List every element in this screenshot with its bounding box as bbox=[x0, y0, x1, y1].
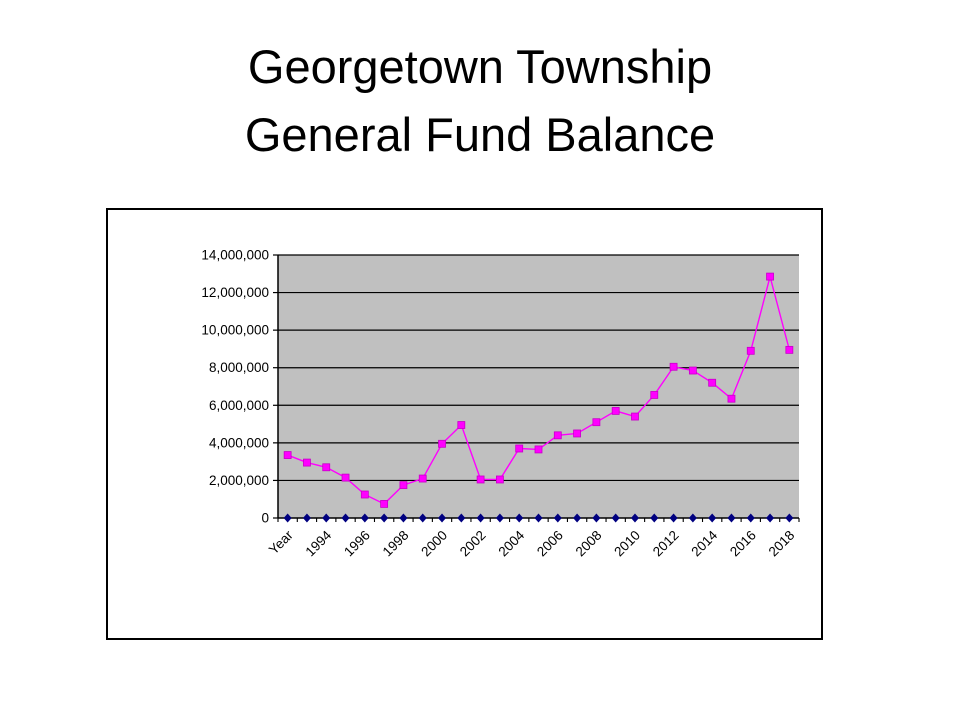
data-point-marker bbox=[746, 346, 755, 355]
data-point-marker bbox=[457, 421, 466, 429]
y-axis-label: 12,000,000 bbox=[201, 285, 269, 300]
data-point-marker bbox=[611, 407, 620, 415]
data-point-marker bbox=[688, 366, 697, 375]
zero-baseline-marker bbox=[727, 513, 736, 523]
x-axis-label: 1998 bbox=[380, 528, 412, 560]
zero-baseline-marker bbox=[515, 513, 524, 523]
data-point-marker bbox=[573, 429, 581, 438]
zero-baseline-marker bbox=[553, 513, 562, 523]
data-point-marker bbox=[708, 378, 717, 387]
x-axis-label: 2004 bbox=[495, 527, 527, 559]
data-point-marker bbox=[496, 475, 504, 484]
zero-baseline-marker bbox=[650, 513, 659, 523]
data-point-marker bbox=[553, 431, 562, 440]
zero-baseline-marker bbox=[688, 513, 697, 523]
data-point-marker bbox=[785, 345, 794, 354]
data-point-marker bbox=[438, 439, 446, 448]
data-point-marker bbox=[360, 490, 369, 499]
data-point-marker bbox=[380, 500, 389, 508]
fund-balance-chart: 0 2,000,000 4,000,000 6,000,000 8,000,000 10,… bbox=[201, 248, 800, 560]
x-axis-label: 2012 bbox=[650, 528, 682, 560]
x-axis-label: 2000 bbox=[418, 528, 450, 560]
zero-baseline-marker bbox=[283, 513, 292, 523]
zero-baseline-marker bbox=[438, 513, 447, 523]
zero-baseline-marker bbox=[592, 513, 601, 523]
data-point-marker bbox=[515, 444, 524, 453]
zero-baseline-marker bbox=[322, 513, 331, 523]
x-axis-label: 2002 bbox=[457, 528, 489, 560]
chart-frame: 0 2,000,000 4,000,000 6,000,000 8,000,000 10,… bbox=[106, 208, 823, 640]
y-axis-label: 4,000,000 bbox=[209, 435, 269, 450]
y-axis-label: 2,000,000 bbox=[209, 473, 269, 488]
slide-title-line2: General Fund Balance bbox=[244, 108, 716, 161]
x-axis-label: 2018 bbox=[766, 528, 798, 560]
data-point-marker bbox=[418, 474, 427, 483]
x-axis-label: 2006 bbox=[534, 528, 566, 560]
zero-baseline-marker bbox=[457, 513, 466, 523]
zero-baseline-marker bbox=[360, 513, 369, 523]
x-axis-label: 1994 bbox=[303, 527, 335, 559]
zero-baseline-marker bbox=[534, 513, 543, 523]
y-axis-label: 8,000,000 bbox=[209, 360, 269, 375]
zero-baseline-marker bbox=[341, 513, 350, 523]
data-point-marker bbox=[534, 445, 543, 454]
data-point-marker bbox=[631, 412, 639, 421]
plot-area bbox=[278, 255, 799, 518]
data-point-marker bbox=[322, 463, 331, 472]
x-axis-label: Year bbox=[266, 527, 296, 557]
data-point-marker bbox=[766, 272, 774, 281]
y-axis-label: 6,000,000 bbox=[209, 398, 269, 413]
x-axis-label: 2014 bbox=[688, 527, 720, 559]
data-point-marker bbox=[283, 451, 292, 459]
data-point-marker bbox=[669, 362, 678, 371]
zero-baseline-marker bbox=[418, 513, 427, 523]
zero-baseline-marker bbox=[399, 513, 408, 523]
zero-baseline-marker bbox=[495, 513, 504, 523]
y-axis-label: 10,000,000 bbox=[201, 323, 269, 338]
x-axis-label: 1996 bbox=[341, 528, 373, 560]
zero-baseline-marker bbox=[302, 513, 311, 523]
zero-baseline-marker bbox=[669, 513, 678, 523]
zero-baseline-marker bbox=[476, 513, 485, 523]
data-point-marker bbox=[341, 473, 350, 482]
data-point-marker bbox=[727, 394, 736, 403]
slide-title-line1: Georgetown Township bbox=[247, 40, 713, 93]
data-point-marker bbox=[399, 481, 408, 490]
x-axis-label: 2008 bbox=[573, 528, 605, 560]
x-axis-label: 2016 bbox=[727, 528, 759, 560]
zero-baseline-marker bbox=[611, 513, 620, 523]
y-axis-label: 14,000,000 bbox=[201, 248, 269, 263]
slide-title: Georgetown Township General Fund Balance bbox=[0, 33, 960, 169]
data-point-marker bbox=[303, 458, 311, 467]
x-axis-label: 2010 bbox=[611, 528, 643, 560]
zero-baseline-marker bbox=[630, 513, 639, 523]
data-point-marker bbox=[650, 391, 659, 399]
data-point-marker bbox=[476, 475, 485, 484]
zero-baseline-marker bbox=[785, 513, 794, 523]
zero-baseline-marker bbox=[746, 513, 755, 523]
zero-baseline-marker bbox=[766, 513, 775, 523]
data-point-marker bbox=[592, 418, 601, 427]
zero-baseline-marker bbox=[573, 513, 582, 523]
y-axis-label: 0 bbox=[261, 511, 269, 526]
zero-baseline-marker bbox=[708, 513, 717, 523]
zero-baseline-marker bbox=[380, 513, 389, 523]
